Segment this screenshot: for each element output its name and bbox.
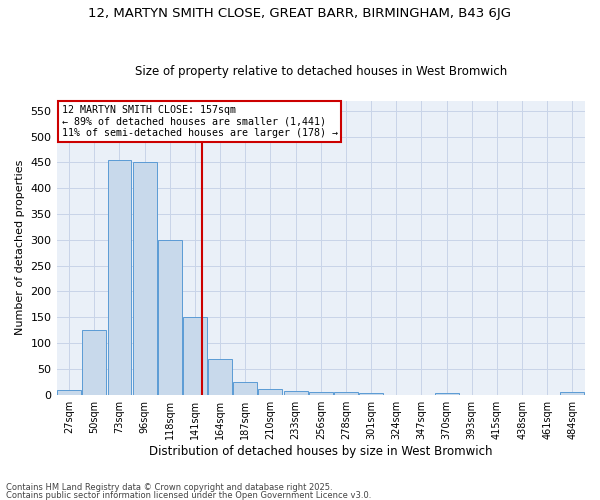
- Bar: [107, 160, 131, 394]
- Bar: [133, 162, 157, 394]
- Bar: [560, 392, 584, 394]
- Bar: [158, 240, 182, 394]
- Bar: [208, 358, 232, 394]
- Bar: [233, 382, 257, 394]
- Bar: [359, 393, 383, 394]
- Bar: [434, 393, 458, 394]
- Bar: [57, 390, 81, 394]
- X-axis label: Distribution of detached houses by size in West Bromwich: Distribution of detached houses by size …: [149, 444, 493, 458]
- Text: 12, MARTYN SMITH CLOSE, GREAT BARR, BIRMINGHAM, B43 6JG: 12, MARTYN SMITH CLOSE, GREAT BARR, BIRM…: [89, 8, 511, 20]
- Bar: [183, 318, 207, 394]
- Bar: [284, 390, 308, 394]
- Bar: [82, 330, 106, 394]
- Bar: [334, 392, 358, 394]
- Title: Size of property relative to detached houses in West Bromwich: Size of property relative to detached ho…: [134, 66, 507, 78]
- Text: 12 MARTYN SMITH CLOSE: 157sqm
← 89% of detached houses are smaller (1,441)
11% o: 12 MARTYN SMITH CLOSE: 157sqm ← 89% of d…: [62, 105, 338, 138]
- Text: Contains HM Land Registry data © Crown copyright and database right 2025.: Contains HM Land Registry data © Crown c…: [6, 484, 332, 492]
- Y-axis label: Number of detached properties: Number of detached properties: [15, 160, 25, 336]
- Bar: [309, 392, 333, 394]
- Text: Contains public sector information licensed under the Open Government Licence v3: Contains public sector information licen…: [6, 490, 371, 500]
- Bar: [259, 388, 283, 394]
